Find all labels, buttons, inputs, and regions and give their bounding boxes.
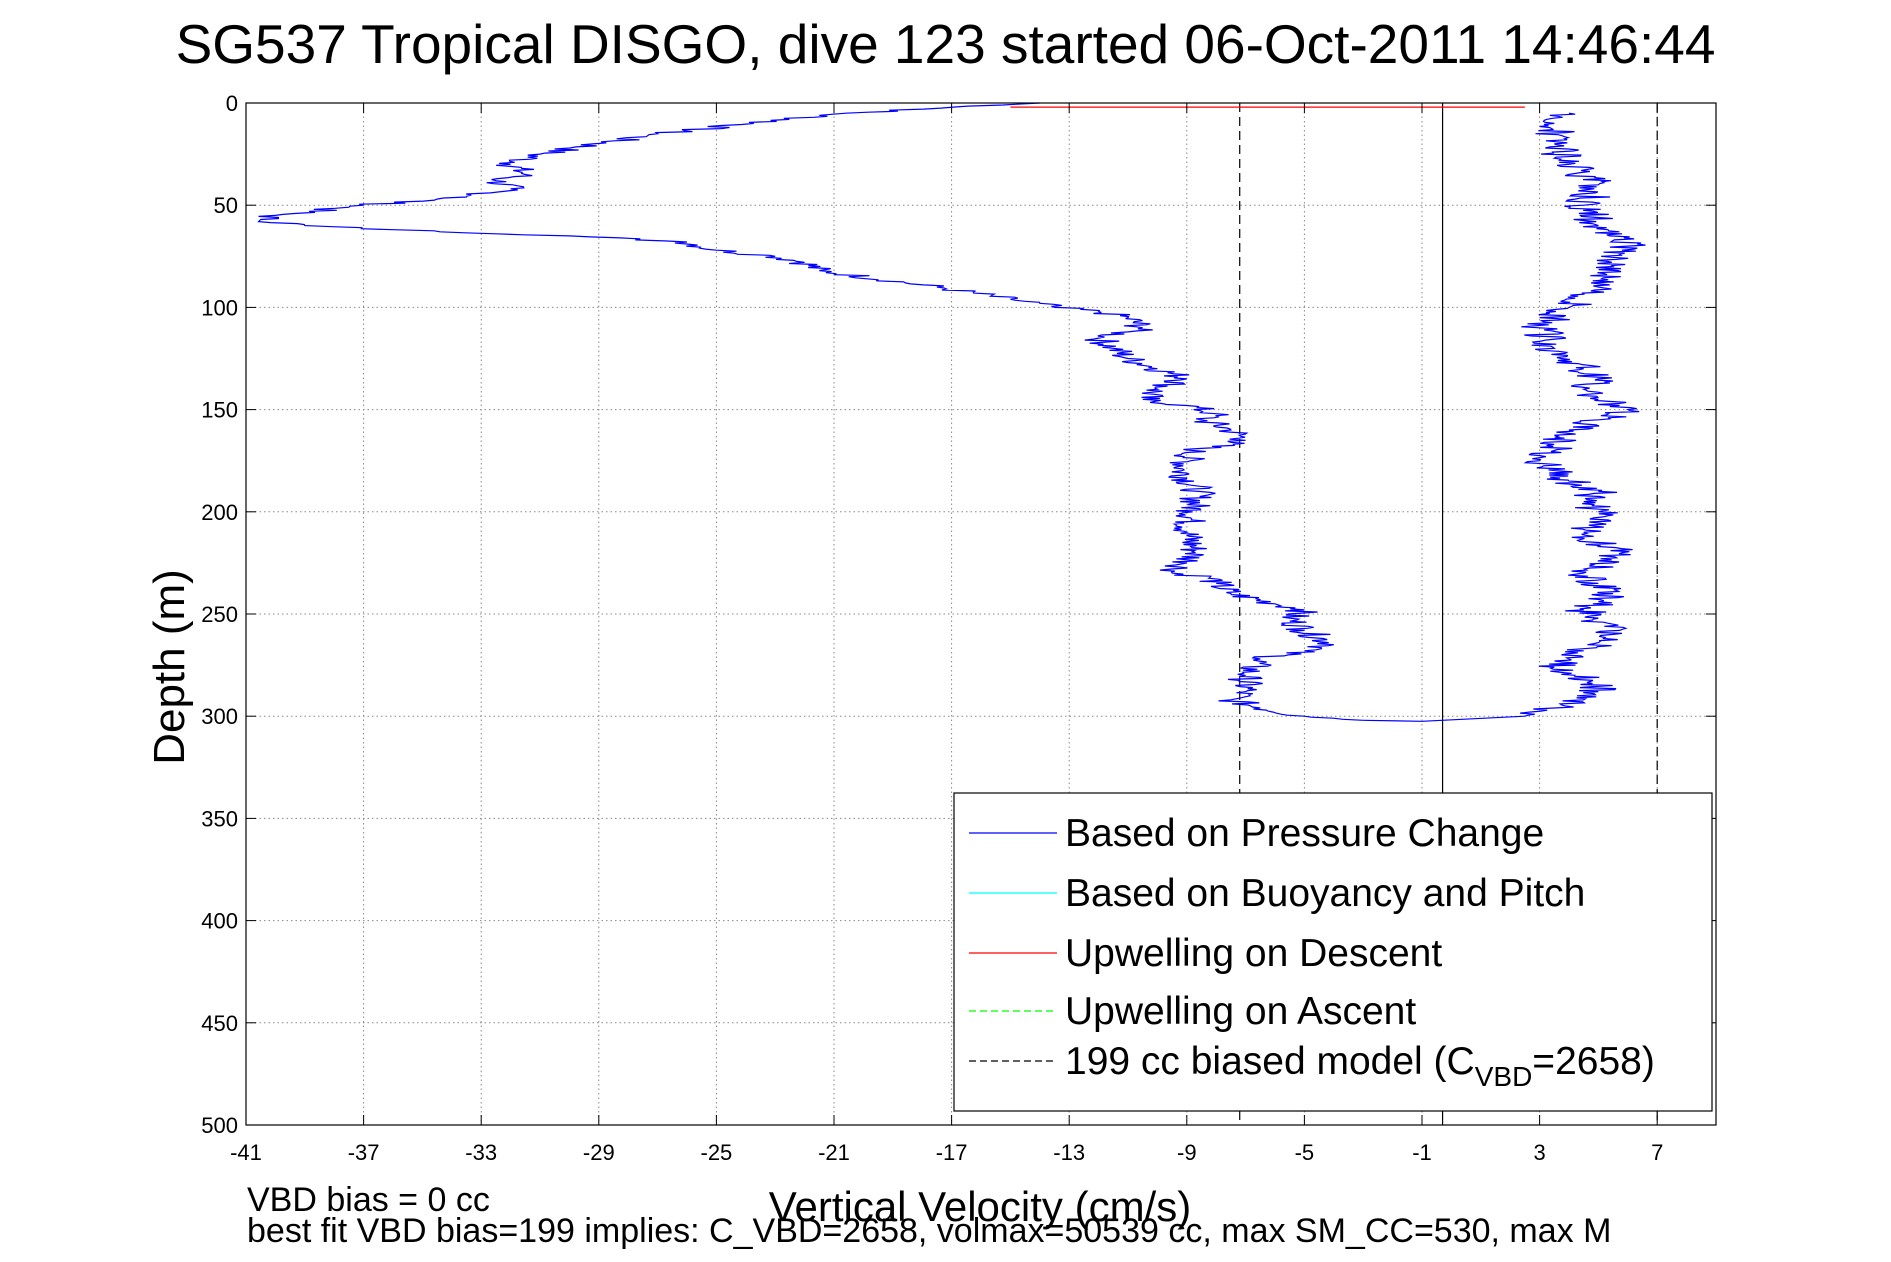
x-tick-label: 7 [1651,1140,1663,1165]
chart-title: SG537 Tropical DISGO, dive 123 started 0… [175,13,1716,75]
chart-series [257,102,1646,722]
legend-label: Based on Pressure Change [1065,812,1544,855]
y-tick-label: 100 [201,295,238,320]
legend-label: Upwelling on Ascent [1065,990,1416,1033]
y-tick-label: 400 [201,909,238,934]
x-tick-label: -13 [1053,1140,1085,1165]
y-axis-label: Depth (m) [145,569,194,765]
x-tick-label: -17 [936,1140,968,1165]
x-tick-label: -25 [701,1140,733,1165]
legend-label: Based on Buoyancy and Pitch [1065,872,1585,915]
y-tick-label: 500 [201,1113,238,1138]
legend-label: 199 cc biased model (CVBD=2658) [1065,1040,1655,1092]
x-tick-label: -1 [1412,1140,1432,1165]
pressure-change-ascent-line [1520,112,1646,717]
x-tick-label: -37 [348,1140,380,1165]
x-tick-label: -5 [1295,1140,1315,1165]
x-tick-label: -29 [583,1140,615,1165]
vbd-bias-note: VBD bias = 0 cc [247,1181,490,1219]
x-tick-label: -21 [818,1140,850,1165]
x-axis-ticks: -41 -37 -33 -29 -25 -21 -17 -13 -9 -5 -1 3 7 [230,103,1663,1165]
x-tick-label: -9 [1177,1140,1197,1165]
pressure-change-turn-line [1363,715,1525,722]
x-tick-label: 3 [1533,1140,1545,1165]
y-tick-label: 450 [201,1011,238,1036]
y-tick-label: 350 [201,806,238,831]
x-tick-label: -33 [465,1140,497,1165]
y-tick-label: 50 [214,193,238,218]
y-tick-label: 200 [201,500,238,525]
legend-box [953,792,1713,1112]
y-tick-label: 250 [201,602,238,627]
y-tick-label: 0 [226,91,238,116]
chart-legend: Based on Pressure Change Based on Buoyanc… [953,792,1713,1112]
y-tick-label: 150 [201,398,238,423]
y-tick-label: 300 [201,704,238,729]
x-tick-label: -41 [230,1140,262,1165]
best-fit-note: best fit VBD bias=199 implies: C_VBD=265… [247,1212,1612,1250]
pressure-change-descent-line [257,102,1364,721]
legend-label: Upwelling on Descent [1065,932,1442,975]
x-axis-label: Vertical Velocity (cm/s) [768,1183,1192,1230]
